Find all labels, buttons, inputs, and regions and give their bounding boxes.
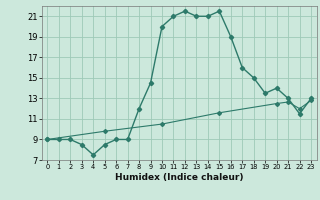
- X-axis label: Humidex (Indice chaleur): Humidex (Indice chaleur): [115, 173, 244, 182]
